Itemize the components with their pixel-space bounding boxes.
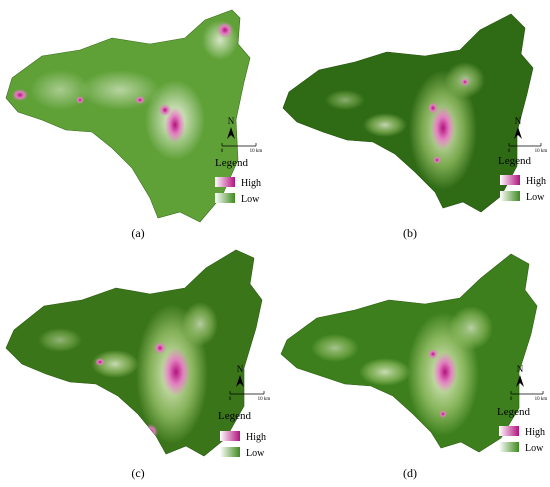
scale-bar: 0 10 km: [508, 143, 548, 154]
north-arrow: N: [227, 116, 235, 139]
map-c-canvas: N 0 10 km Legend High Low: [5, 249, 271, 459]
legend-high-label: High: [526, 176, 546, 187]
scale-bar: 0 10 km: [221, 143, 263, 154]
north-letter: N: [515, 116, 522, 126]
scale-bar: 0 10 km: [510, 391, 548, 402]
legend-swatch-high: [499, 426, 519, 436]
region-map-c: [5, 249, 263, 457]
region-map-a: [5, 9, 251, 223]
panel-label-d: (d): [403, 466, 417, 480]
legend-high-label: High: [241, 178, 261, 189]
legend-swatch-high: [220, 431, 240, 441]
region-outline: [5, 249, 263, 457]
legend-low-label: Low: [241, 194, 260, 205]
map-d-canvas: N 0 10 km Legend High Low: [280, 253, 548, 454]
legend-title: Legend: [497, 406, 530, 418]
north-arrow-icon: [514, 127, 522, 139]
north-arrow-icon: [516, 375, 524, 387]
north-arrow: N: [516, 364, 524, 387]
legend-swatch-low: [220, 447, 240, 457]
scale-start: 0: [221, 149, 224, 154]
north-arrow: N: [236, 364, 244, 387]
legend: Legend High Low: [497, 406, 545, 454]
legend-low-label: Low: [526, 192, 545, 203]
scale-end: 10 km: [250, 149, 263, 154]
legend-title: Legend: [498, 155, 531, 167]
legend-high-label: High: [246, 432, 266, 443]
scale-end: 10 km: [535, 397, 548, 402]
panel-label-a: (a): [131, 226, 145, 240]
legend: Legend High Low: [215, 157, 261, 205]
legend-low-label: Low: [525, 443, 544, 454]
north-letter: N: [228, 116, 235, 126]
legend-high-label: High: [525, 427, 545, 438]
scale-bar: 0 10 km: [229, 391, 271, 402]
region-outline: [5, 9, 251, 223]
scale-end: 10 km: [535, 149, 548, 154]
legend-title: Legend: [215, 157, 248, 169]
legend-swatch-high: [500, 175, 520, 185]
region-map-d: [280, 253, 538, 453]
map-a-canvas: N 0 10 km Legend High Low: [5, 9, 263, 223]
map-b-canvas: N 0 10 km Legend High Low: [282, 13, 548, 213]
legend-title: Legend: [218, 410, 251, 422]
scale-start: 0: [229, 397, 232, 402]
scale-end: 10 km: [258, 397, 271, 402]
north-arrow-icon: [236, 375, 244, 387]
legend: Legend High Low: [218, 410, 266, 459]
north-letter: N: [237, 364, 244, 374]
legend-swatch-low: [215, 193, 235, 203]
panel-label-b: (b): [403, 226, 417, 240]
scale-start: 0: [508, 149, 511, 154]
scale-start: 0: [510, 397, 513, 402]
legend: Legend High Low: [498, 155, 546, 203]
region-map-b: [282, 13, 534, 213]
legend-swatch-high: [215, 177, 235, 187]
north-letter: N: [517, 364, 524, 374]
legend-low-label: Low: [246, 448, 265, 459]
legend-swatch-low: [500, 191, 520, 201]
region-outline: [282, 13, 534, 213]
panel-label-c: (c): [131, 466, 145, 480]
legend-swatch-low: [499, 442, 519, 452]
north-arrow-icon: [227, 127, 235, 139]
north-arrow: N: [514, 116, 522, 139]
